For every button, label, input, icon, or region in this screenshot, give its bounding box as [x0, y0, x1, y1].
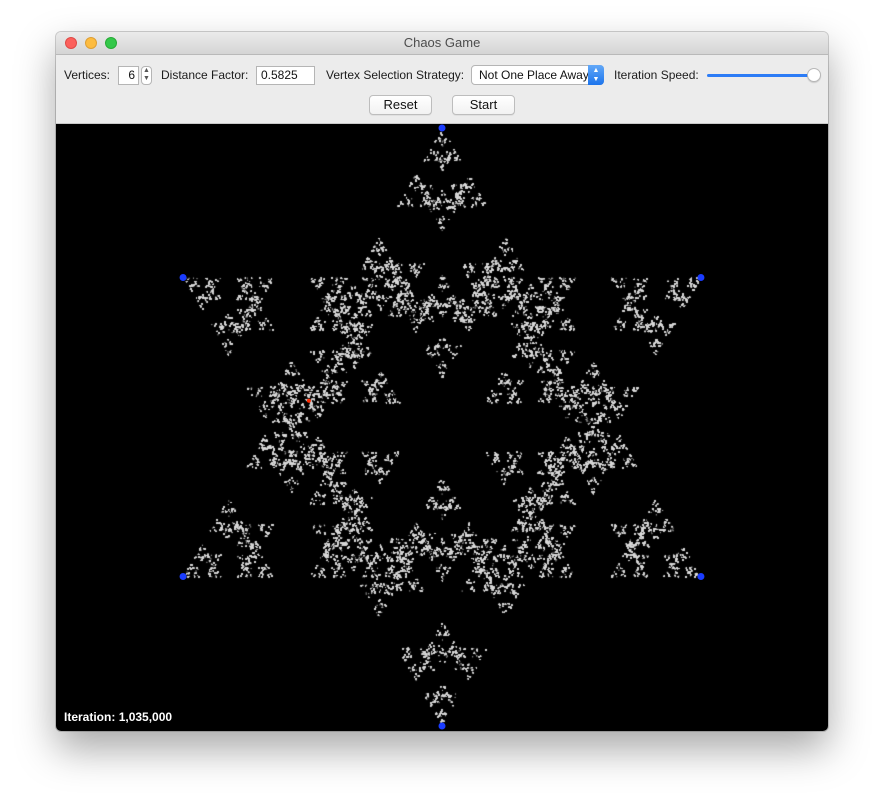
vertices-label: Vertices: [64, 68, 111, 82]
start-button[interactable]: Start [452, 95, 515, 115]
close-icon[interactable] [65, 37, 77, 49]
vertex-point-2 [697, 274, 705, 281]
control-panel: Vertices: 6 ▲ ▼ Distance Factor: 0.5825 V… [56, 55, 828, 124]
chaos-game-canvas[interactable]: Iteration: 1,035,000 [56, 124, 828, 731]
strategy-select[interactable]: Not One Place Away ▲ ▼ [471, 65, 604, 85]
strategy-select-value: Not One Place Away [479, 68, 589, 82]
app-window: Chaos Game Vertices: 6 ▲ ▼ Distance Facto… [56, 32, 828, 731]
minimize-icon[interactable] [85, 37, 97, 49]
strategy-label: Vertex Selection Strategy: [326, 68, 465, 82]
reset-button[interactable]: Reset [369, 95, 432, 115]
title-bar[interactable]: Chaos Game [56, 32, 828, 55]
vertex-point-4 [438, 722, 446, 730]
iteration-counter: Iteration: 1,035,000 [64, 710, 172, 724]
iteration-speed-label: Iteration Speed: [614, 68, 699, 82]
vertices-input[interactable]: 6 [118, 66, 139, 85]
fractal-points [56, 124, 828, 731]
vertex-point-1 [438, 124, 446, 132]
vertex-point-3 [697, 573, 705, 580]
distance-factor-input[interactable]: 0.5825 [256, 66, 315, 85]
maximize-icon[interactable] [105, 37, 117, 49]
iteration-speed-track[interactable] [707, 74, 813, 77]
vertex-point-6 [179, 274, 187, 281]
stepper-arrows-icon[interactable]: ▲ ▼ [141, 66, 152, 85]
distance-factor-label: Distance Factor: [161, 68, 249, 82]
iteration-value: 1,035,000 [118, 710, 173, 724]
iteration-speed-thumb[interactable] [807, 68, 821, 82]
current-point [306, 398, 311, 403]
iteration-label: Iteration: [64, 710, 116, 724]
popup-chevron-icon: ▲ ▼ [588, 65, 604, 85]
window-title: Chaos Game [403, 35, 481, 50]
vertex-point-5 [179, 573, 187, 580]
fractal-plot [56, 124, 828, 731]
